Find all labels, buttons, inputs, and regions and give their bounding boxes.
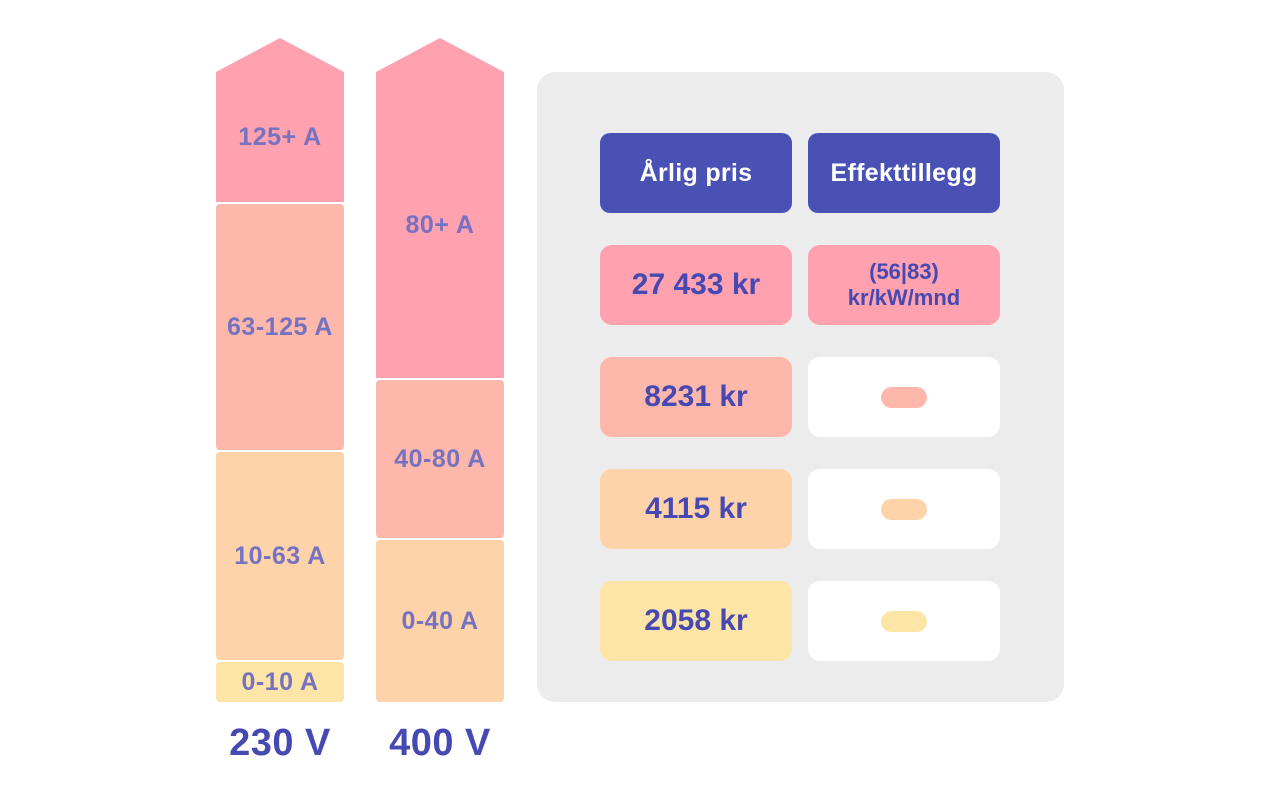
surcharge-value-line2: kr/kW/mnd <box>847 285 961 310</box>
surcharge-cell-tier-4 <box>808 581 1000 661</box>
header-annual-price-label: Årlig pris <box>639 158 753 187</box>
header-annual-price: Årlig pris <box>600 133 792 213</box>
surcharge-value-line1: (56|83) <box>869 259 939 284</box>
surcharge-none-pill <box>881 498 927 520</box>
surcharge-none-pill <box>881 386 927 408</box>
segment-0-10-a: 0-10 A <box>216 662 344 702</box>
segment-80-plus-a: 80+ A <box>376 38 504 378</box>
segment-0-40-a: 0-40 A <box>376 540 504 702</box>
segment-63-125-a: 63-125 A <box>216 204 344 450</box>
voltage-label-400v: 400 V <box>389 722 491 764</box>
surcharge-cell-tier-2 <box>808 357 1000 437</box>
header-power-surcharge: Effekttillegg <box>808 133 1000 213</box>
segment-range-label: 40-80 A <box>394 444 486 473</box>
surcharge-none-pill <box>881 610 927 632</box>
surcharge-cell-tier-3 <box>808 469 1000 549</box>
segment-40-80-a: 40-80 A <box>376 380 504 538</box>
annual-price-value: 4115 kr <box>645 492 747 525</box>
price-cell-tier-1: 27 433 kr <box>600 245 792 325</box>
segment-range-label: 10-63 A <box>234 541 326 570</box>
annual-price-value: 27 433 kr <box>631 268 761 301</box>
segment-range-label: 63-125 A <box>227 312 333 341</box>
price-cell-tier-4: 2058 kr <box>600 581 792 661</box>
segment-10-63-a: 10-63 A <box>216 452 344 660</box>
segment-range-label: 80+ A <box>405 210 475 239</box>
segment-range-label: 0-10 A <box>241 667 319 696</box>
segment-range-label: 0-40 A <box>401 606 479 635</box>
segment-range-label: 125+ A <box>238 122 322 151</box>
price-panel: Årlig pris Effekttillegg 27 433 kr (56|8… <box>537 72 1064 702</box>
header-power-surcharge-label: Effekttillegg <box>830 158 978 187</box>
surcharge-cell-tier-1: (56|83) kr/kW/mnd <box>808 245 1000 325</box>
segment-125-plus-a: 125+ A <box>216 38 344 202</box>
voltage-label-230v: 230 V <box>229 722 331 764</box>
price-cell-tier-2: 8231 kr <box>600 357 792 437</box>
price-cell-tier-3: 4115 kr <box>600 469 792 549</box>
annual-price-value: 8231 kr <box>644 380 748 413</box>
annual-price-value: 2058 kr <box>644 604 748 637</box>
